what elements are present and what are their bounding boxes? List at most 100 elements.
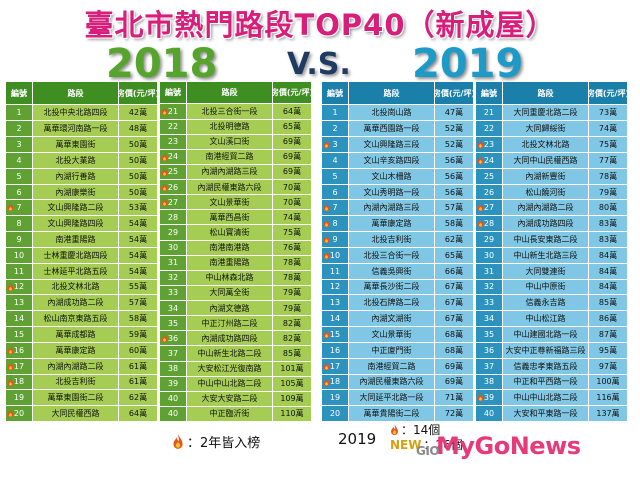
price-cell: 66萬: [435, 263, 473, 279]
price-cell: 83萬: [589, 232, 627, 247]
road-cell: 南港經貿二路: [187, 149, 272, 164]
rank-text: 7: [16, 203, 22, 213]
table-row: 26 內湖民權東路六段 70萬: [160, 180, 311, 195]
table-row: 36 內湖成功路四段 82萬: [160, 331, 311, 346]
table-row: 34 中山松江路 86萬: [476, 311, 627, 327]
price-cell: 69萬: [435, 358, 473, 374]
rank-text: 25: [483, 171, 495, 181]
road-cell: 中山長安東路二段: [503, 232, 588, 247]
table-row: 2 萬華西園路一段 52萬: [322, 121, 473, 137]
header-row: 編號 路段 房價(元/坪): [160, 82, 311, 104]
table-row: 4 北投大業路 50萬: [6, 152, 157, 168]
flame-icon: [161, 151, 168, 161]
road-cell: 內湖內湖路二段: [33, 358, 118, 374]
table-row: 25 內湖新豐街 78萬: [476, 168, 627, 184]
rank-cell: 28: [160, 210, 186, 225]
road-cell: 松山南京東路五段: [33, 311, 118, 327]
price-cell: 67萬: [435, 295, 473, 311]
road-cell: 中山中山北路二段: [187, 376, 272, 391]
road-cell: 北投中央北路四段: [33, 105, 118, 121]
table-row: 39 中山中山北路二段 105萬: [160, 376, 311, 391]
rank-text: 8: [332, 219, 338, 229]
header-rank: 編號: [322, 82, 348, 105]
rank-text: 39: [483, 393, 495, 403]
road-cell: 內湖文湖街: [349, 311, 434, 327]
rank-cell: 7: [322, 200, 348, 216]
summary-year: 2019: [338, 430, 377, 448]
rank-text: 1: [16, 108, 22, 118]
flame-icon: [391, 423, 398, 435]
summary-new-line: NEW ：26個: [390, 436, 463, 453]
rank-cell: 18: [6, 374, 32, 390]
road-cell: 萬華康定路: [33, 342, 118, 358]
rank-cell: 20: [6, 406, 32, 422]
table-row: 9 南港重陽路 54萬: [6, 232, 157, 247]
road-cell: 萬華成都路: [33, 327, 118, 342]
header-road: 路段: [503, 82, 588, 105]
table-row: 1 北投中央北路四段 42萬: [6, 105, 157, 121]
rank-text: 2: [332, 124, 338, 134]
table-row: 16 中正廈門街 68萬: [322, 342, 473, 358]
price-cell: 79萬: [273, 301, 311, 316]
header-price: 房價(元/坪): [273, 82, 311, 104]
price-cell: 69萬: [273, 149, 311, 164]
road-cell: 南港重陽路: [187, 255, 272, 270]
table-row: 35 中山建國北路一段 87萬: [476, 327, 627, 342]
table-row: 8 萬華康定路 58萬: [322, 216, 473, 232]
road-cell: 萬華康定路: [349, 216, 434, 232]
road-cell: 北投吉利街: [33, 374, 118, 390]
road-cell: 內湖內湖路三段: [187, 164, 272, 180]
road-cell: 北投大業路: [33, 152, 118, 168]
price-cell: 76萬: [273, 240, 311, 255]
rank-text: 20: [13, 409, 25, 419]
flame-icon: [477, 202, 484, 212]
price-cell: 56萬: [435, 152, 473, 168]
price-cell: 50萬: [119, 152, 157, 168]
rank-text: 27: [167, 197, 179, 207]
header-price: 房價(元/坪): [119, 82, 157, 105]
price-cell: 70萬: [273, 180, 311, 195]
rank-cell: 19: [6, 390, 32, 406]
table-row: 13 北投石牌路二段 67萬: [322, 295, 473, 311]
rank-cell: 3: [322, 137, 348, 152]
price-cell: 65萬: [273, 119, 311, 134]
rank-cell: 32: [160, 270, 186, 285]
rank-text: 37: [167, 348, 179, 358]
price-cell: 67萬: [435, 311, 473, 327]
price-cell: 79萬: [273, 285, 311, 301]
flame-icon: [7, 360, 14, 370]
table-row: 25 內湖內湖路三段 69萬: [160, 164, 311, 180]
table-row: 6 內湖康樂街 50萬: [6, 184, 157, 200]
legend-label: ：2年皆入榜: [187, 436, 261, 451]
table-row: 39 中山中山北路二段 116萬: [476, 390, 627, 406]
road-cell: 內湖成功路四段: [187, 331, 272, 346]
rank-cell: 9: [6, 232, 32, 247]
table-row: 40 中正臨沂街 110萬: [160, 406, 311, 422]
rank-cell: 36: [476, 342, 502, 358]
flame-icon: [7, 281, 14, 291]
road-cell: 北投三合街一段: [187, 104, 272, 119]
table-row: 27 文山景華街 70萬: [160, 195, 311, 210]
flame-icon: [477, 218, 484, 228]
new-badge: NEW: [390, 437, 422, 452]
rank-text: 12: [329, 282, 341, 292]
year-2019-label: 2019: [412, 41, 524, 87]
rank-cell: 19: [322, 390, 348, 406]
road-cell: 大安大安路二段: [187, 391, 272, 406]
rank-cell: 30: [476, 247, 502, 263]
road-cell: 文山景華街: [187, 195, 272, 210]
rank-text: 40: [483, 409, 495, 419]
flame-icon: [161, 197, 168, 207]
price-cell: 82萬: [273, 316, 311, 331]
rank-text: 34: [167, 303, 179, 313]
rank-cell: 6: [322, 184, 348, 200]
flame-icon: [323, 329, 330, 339]
table-row: 38 中正和平西路一段 100萬: [476, 374, 627, 390]
table-2018-col-right: 編號 路段 房價(元/坪) 21 北投三合街一段 64萬 22 北投明德路 65萬 23 文山溪口街…: [160, 82, 311, 422]
road-cell: 內湖內湖路三段: [349, 200, 434, 216]
table-row: 18 北投吉利街 61萬: [6, 374, 157, 390]
road-cell: 內湖民權東路六段: [349, 374, 434, 390]
road-cell: 萬華東園街: [33, 137, 118, 152]
price-cell: 78萬: [589, 168, 627, 184]
vs-label: V.S.: [287, 47, 351, 82]
